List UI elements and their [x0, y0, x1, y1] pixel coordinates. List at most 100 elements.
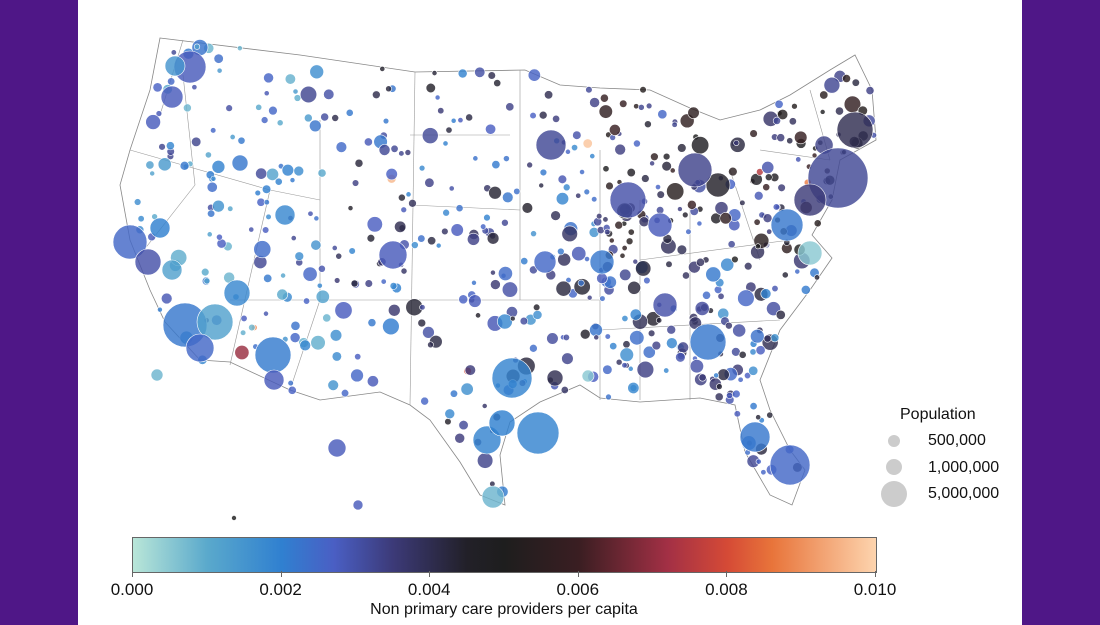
- city-bubble: [422, 326, 435, 339]
- city-bubble: [497, 313, 513, 330]
- city-bubble: [777, 183, 786, 192]
- colorbar-tick-label: 0.004: [407, 580, 451, 599]
- city-bubble: [191, 136, 202, 147]
- city-bubble: [435, 242, 442, 249]
- city-bubble: [485, 123, 497, 135]
- city-bubble: [366, 375, 379, 388]
- city-bubble: [303, 297, 311, 305]
- city-bubble: [550, 210, 561, 221]
- city-bubble: [354, 353, 362, 361]
- city-bubble: [206, 181, 218, 193]
- city-bubble: [614, 220, 624, 230]
- city-bubble: [292, 88, 299, 95]
- city-bubble: [647, 212, 673, 238]
- city-bubble: [819, 109, 826, 115]
- city-bubble: [682, 271, 690, 280]
- city-bubble: [760, 288, 772, 300]
- city-bubble: [725, 321, 733, 330]
- city-bubble: [645, 102, 653, 110]
- city-bubble: [529, 111, 537, 120]
- city-bubble: [629, 308, 642, 321]
- city-bubble: [649, 160, 655, 167]
- colorbar-tick-label: 0.006: [556, 580, 600, 599]
- city-bubble: [561, 352, 574, 365]
- city-bubble: [619, 252, 626, 259]
- city-bubble: [797, 240, 823, 266]
- city-bubble: [509, 315, 516, 322]
- city-bubble: [216, 67, 223, 74]
- size-legend-title: Population: [900, 406, 976, 423]
- city-bubble: [505, 102, 515, 112]
- city-bubble: [719, 212, 732, 225]
- city-bubble: [385, 85, 392, 93]
- city-bubble: [527, 68, 541, 82]
- city-bubble: [204, 151, 212, 159]
- city-bubble: [364, 279, 373, 288]
- city-bubble: [744, 372, 752, 380]
- city-bubble: [280, 272, 286, 279]
- city-bubble: [619, 99, 628, 108]
- city-bubble: [437, 107, 445, 115]
- city-bubble: [521, 202, 534, 214]
- city-bubble: [294, 251, 305, 261]
- city-bubble: [487, 71, 496, 80]
- city-bubble: [320, 112, 330, 122]
- city-bubble: [762, 183, 771, 192]
- city-bubble: [702, 290, 711, 300]
- city-bubble: [530, 230, 537, 238]
- city-bubble: [309, 64, 324, 80]
- city-bubble: [351, 179, 360, 187]
- city-bubble: [577, 279, 585, 287]
- city-bubble: [417, 234, 426, 243]
- city-bubble: [193, 43, 201, 50]
- city-bubble: [363, 137, 373, 147]
- city-bubble: [274, 204, 296, 226]
- city-bubble: [755, 345, 766, 356]
- city-bubble: [263, 72, 274, 84]
- city-bubble: [641, 174, 650, 183]
- city-bubble: [788, 117, 797, 126]
- city-bubble: [661, 161, 672, 172]
- city-bubble: [625, 237, 634, 246]
- city-bubble: [533, 303, 541, 311]
- city-bubble: [526, 161, 533, 169]
- city-bubble: [675, 352, 686, 363]
- city-bubble: [441, 227, 449, 236]
- state-border: [409, 71, 416, 406]
- city-bubble: [490, 279, 501, 290]
- city-bubble: [655, 184, 661, 190]
- city-bubble: [555, 280, 572, 297]
- city-bubble: [636, 360, 655, 379]
- city-bubble: [705, 266, 722, 283]
- city-bubble: [633, 139, 641, 148]
- city-bubble: [753, 191, 764, 201]
- city-bubble: [289, 332, 301, 343]
- city-bubble: [145, 114, 161, 130]
- city-bubble: [677, 152, 713, 188]
- city-bubble: [240, 314, 248, 322]
- city-bubble: [763, 334, 772, 343]
- city-bubble: [596, 213, 603, 220]
- city-bubble: [533, 250, 557, 274]
- city-bubble: [583, 188, 590, 196]
- city-bubble: [813, 219, 822, 228]
- city-bubble: [411, 241, 419, 249]
- city-bubble: [676, 244, 688, 255]
- city-bubble: [211, 160, 226, 174]
- city-bubble: [350, 279, 359, 288]
- city-bubble: [571, 144, 579, 152]
- city-bubble: [340, 389, 350, 398]
- city-bubble: [486, 232, 500, 245]
- city-bubble: [474, 66, 486, 78]
- city-bubble: [589, 153, 596, 160]
- size-legend-label: 1,000,000: [928, 459, 1000, 476]
- city-bubble: [170, 49, 177, 56]
- city-bubble: [334, 301, 353, 320]
- city-bubble: [255, 167, 268, 180]
- city-bubble: [739, 421, 771, 453]
- city-bubble: [388, 304, 401, 317]
- city-bubble: [160, 292, 173, 305]
- city-bubble: [390, 144, 399, 153]
- city-bubble: [605, 181, 614, 191]
